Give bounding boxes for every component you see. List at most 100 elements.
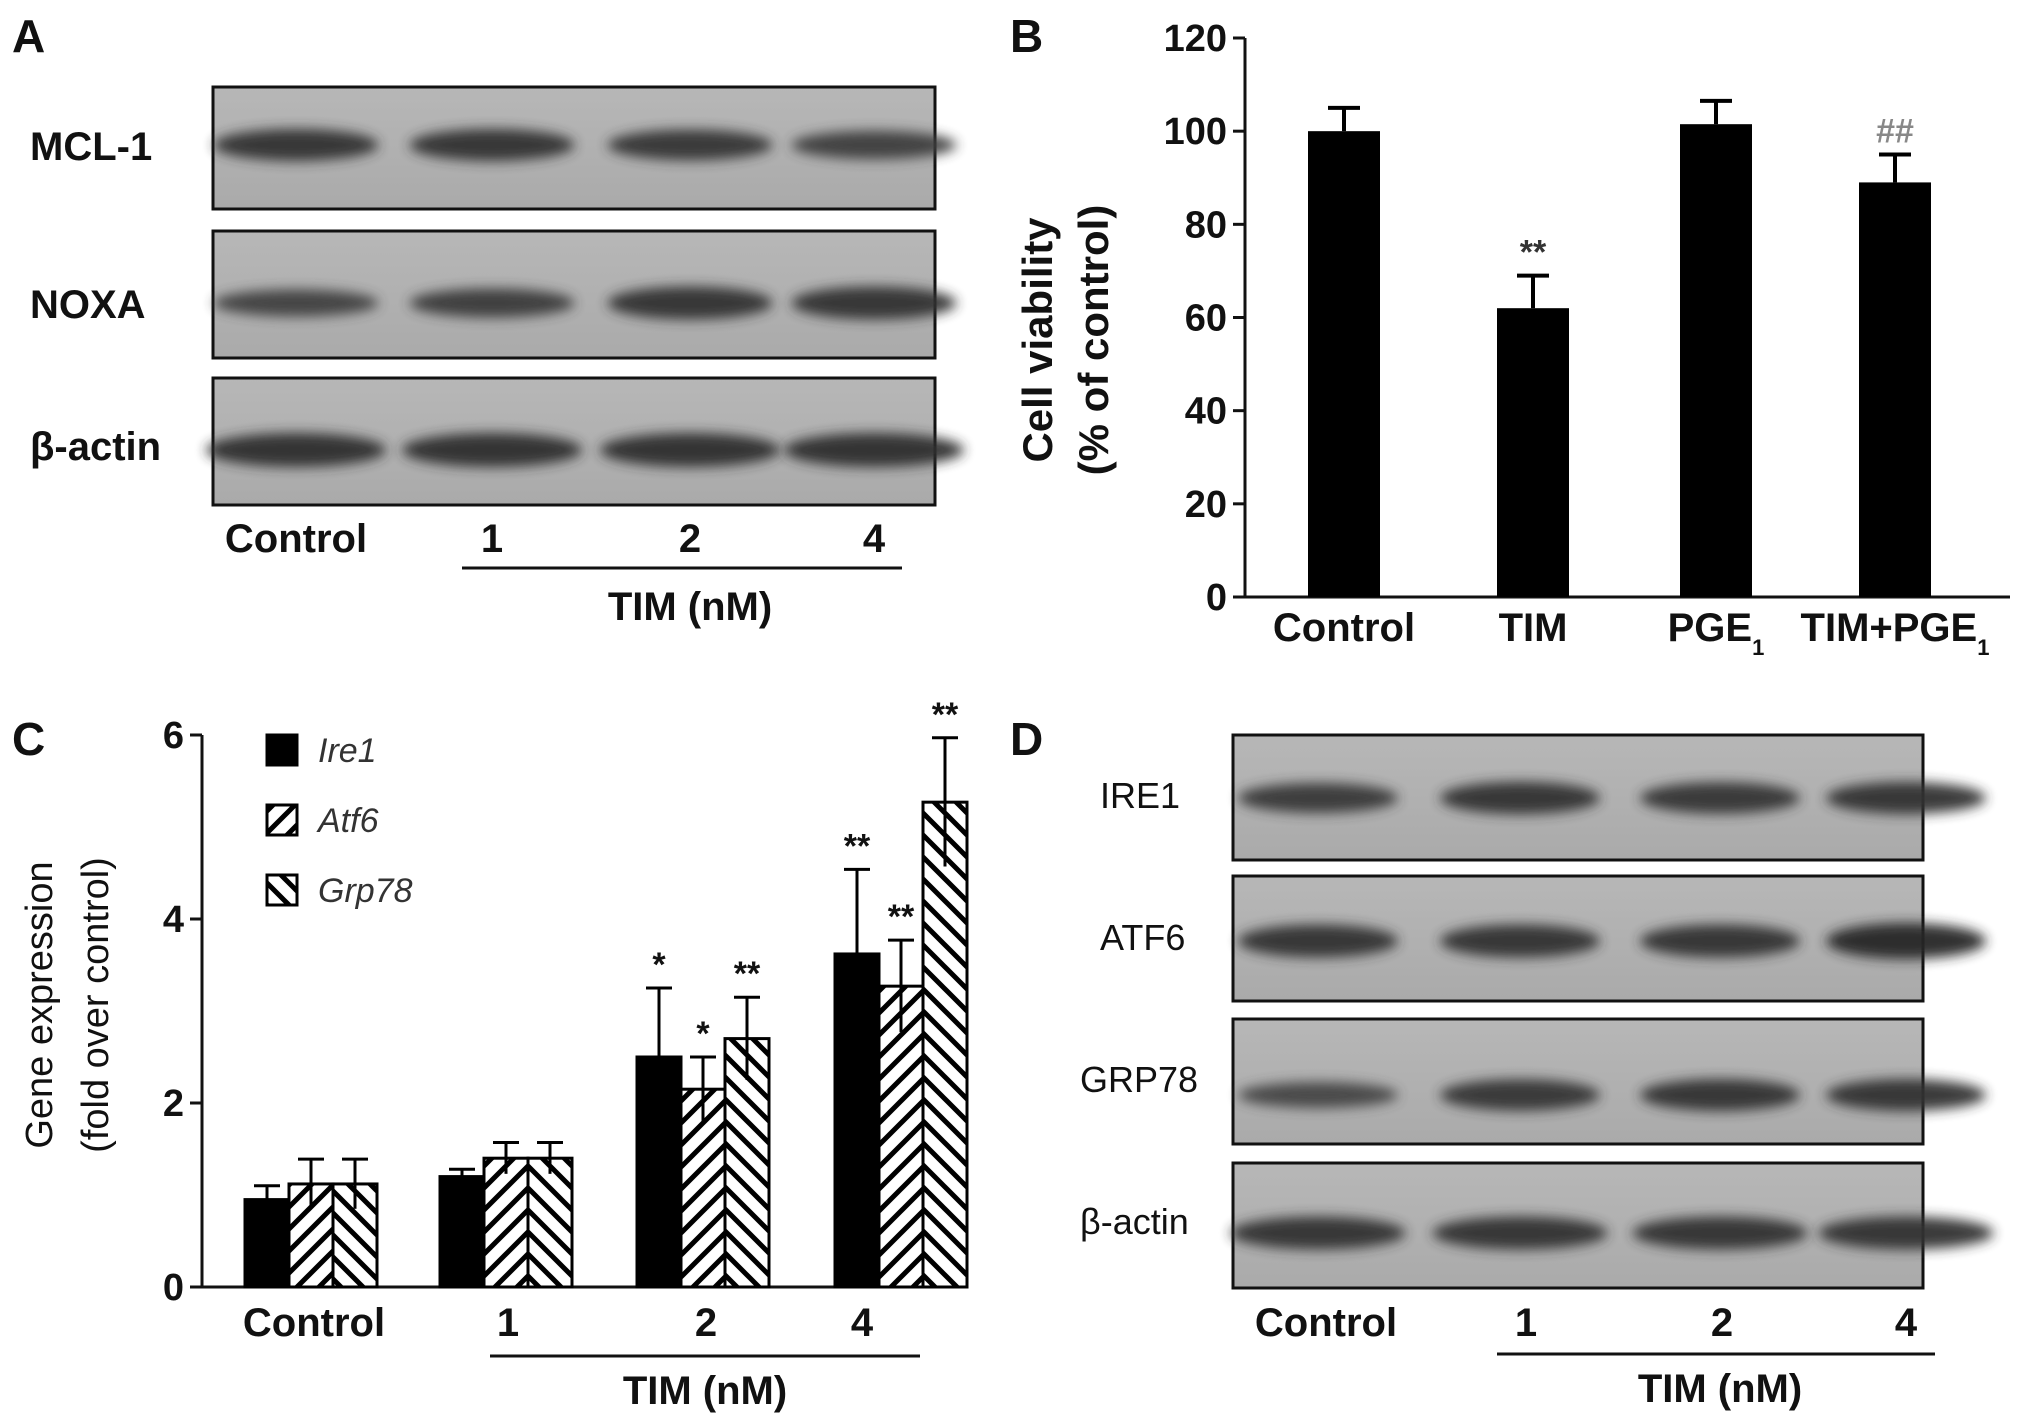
blot-d-band [1432, 1216, 1608, 1250]
blot-d-band [1818, 1216, 1994, 1250]
blot-d-band [1826, 782, 1986, 814]
blot-a-band [607, 286, 773, 320]
blot-a-band [784, 433, 964, 467]
chart-b: Cell viability (% of control) 0 20 40 60 80 1… [1014, 18, 2010, 660]
blot-a-band [409, 129, 575, 161]
blot-d-lane-4: 4 [1895, 1301, 1918, 1345]
chart-b-category-label: TIM [1499, 606, 1568, 650]
chart-c-legend-swatch-atf6 [265, 803, 299, 837]
chart-c-ylabel-2: (fold over control) [75, 857, 117, 1153]
western-blot-a: MCL-1 NOXA β-actin Control 1 2 4 TIM (nM… [30, 85, 964, 629]
chart-b-ylabel-2: (% of control) [1070, 205, 1117, 476]
chart-c-annotation: ** [844, 827, 871, 865]
chart-c-y-tick-label: 6 [163, 715, 184, 757]
blot-d-group-label: TIM (nM) [1638, 1367, 1802, 1411]
chart-c-legend-swatch-grp78 [265, 873, 299, 907]
blot-d-band [1440, 1079, 1600, 1111]
blot-a-band [402, 433, 582, 467]
chart-c-annotation: ** [888, 898, 915, 936]
chart-c-y-tick-label: 2 [163, 1083, 184, 1125]
chart-c-bar-atf6 [482, 1156, 530, 1289]
chart-c-annotation: * [696, 1015, 710, 1053]
blot-d-band [1440, 781, 1600, 815]
chart-b-annotation: ## [1876, 112, 1914, 150]
chart-c-category-label: Control [243, 1301, 385, 1345]
blot-a-band [213, 289, 379, 317]
chart-c-y-tick-label: 4 [163, 899, 184, 941]
blot-a-band [206, 433, 386, 467]
chart-c-bar-ire1 [243, 1198, 291, 1289]
blot-a-label-noxa: NOXA [30, 283, 146, 327]
chart-c-legend-swatch-ire1 [265, 733, 299, 767]
blot-d-band [1238, 1082, 1398, 1108]
blot-d-label-actin: β-actin [1080, 1201, 1189, 1242]
blot-d-band [1640, 782, 1800, 814]
blot-d-label-grp78: GRP78 [1080, 1059, 1198, 1100]
blot-a-band [409, 288, 575, 318]
blot-d-band [1640, 924, 1800, 958]
chart-c-y-tick-label: 0 [163, 1267, 184, 1309]
blot-a-band [791, 130, 957, 160]
blot-a-group-label: TIM (nM) [608, 585, 772, 629]
chart-b-bar-1 [1497, 308, 1569, 597]
chart-c-annotation: ** [932, 696, 959, 734]
panel-letter-d: D [1010, 713, 1043, 765]
blot-d-lane-2: 2 [1711, 1301, 1733, 1345]
western-blot-d: IRE1 ATF6 GRP78 β-actin Control 1 2 4 TI… [1080, 733, 1994, 1411]
chart-c-legend-label-grp78: Grp78 [318, 872, 413, 910]
chart-c: Gene expression (fold over control) TIM … [19, 696, 969, 1413]
chart-c-category-label: 1 [497, 1301, 519, 1345]
chart-b-ylabel-1: Cell viability [1014, 217, 1061, 463]
chart-c-bar-ire1 [438, 1175, 486, 1289]
panel-letter-b: B [1010, 10, 1043, 62]
blot-a-label-actin: β-actin [30, 425, 161, 469]
blot-a-lane-4: 4 [863, 517, 886, 561]
chart-b-y-tick-label: 80 [1185, 204, 1227, 246]
chart-b-y-tick-label: 120 [1164, 18, 1227, 60]
blot-a-band [213, 129, 379, 161]
blot-a-band [791, 286, 957, 320]
panel-letter-a: A [12, 10, 45, 62]
chart-b-bar-2 [1680, 124, 1752, 597]
blot-d-lane-control: Control [1255, 1301, 1397, 1345]
blot-d-band [1238, 783, 1398, 813]
chart-c-group-label: TIM (nM) [623, 1369, 787, 1413]
chart-b-category-label: PGE1 [1668, 606, 1765, 660]
blot-d-label-ire1: IRE1 [1100, 775, 1180, 816]
panel-letter-c: C [12, 713, 45, 765]
chart-b-y-tick-label: 40 [1185, 391, 1227, 433]
chart-c-bar-grp78 [921, 800, 969, 1289]
blot-d-band [1440, 924, 1600, 958]
chart-b-y-tick-label: 100 [1164, 111, 1227, 153]
blot-a-band [600, 433, 780, 467]
chart-c-ylabel-1: Gene expression [19, 861, 61, 1148]
chart-b-y-tick-label: 20 [1185, 484, 1227, 526]
blot-a-label-mcl1: MCL-1 [30, 125, 152, 169]
chart-b-category-label: Control [1273, 606, 1415, 650]
blot-d-band [1632, 1216, 1808, 1250]
chart-b-y-tick-label: 60 [1185, 298, 1227, 340]
blot-a-band [607, 129, 773, 161]
blot-d-band [1826, 923, 1986, 959]
blot-d-lane-1: 1 [1515, 1301, 1537, 1345]
blot-d-band [1230, 1216, 1406, 1250]
chart-c-category-label: 4 [851, 1301, 874, 1345]
chart-b-annotation: ** [1520, 234, 1547, 272]
chart-c-legend-label-ire1: Ire1 [318, 732, 377, 770]
blot-d-band [1238, 924, 1398, 958]
blot-d-band [1640, 1079, 1800, 1111]
chart-c-bar-atf6 [679, 1087, 727, 1289]
chart-b-category-label: TIM+PGE1 [1801, 606, 1990, 660]
blot-a-lane-2: 2 [679, 517, 701, 561]
chart-c-annotation: * [652, 946, 666, 984]
chart-c-bar-grp78 [526, 1156, 574, 1289]
chart-b-y-tick-label: 0 [1206, 577, 1227, 619]
chart-c-legend-label-atf6: Atf6 [316, 802, 379, 840]
chart-c-annotation: ** [734, 955, 761, 993]
chart-b-bar-3 [1859, 182, 1931, 598]
chart-b-bar-0 [1308, 131, 1380, 597]
chart-c-category-label: 2 [695, 1301, 717, 1345]
blot-a-lane-1: 1 [481, 517, 503, 561]
blot-d-membrane-2 [1231, 1017, 1925, 1146]
